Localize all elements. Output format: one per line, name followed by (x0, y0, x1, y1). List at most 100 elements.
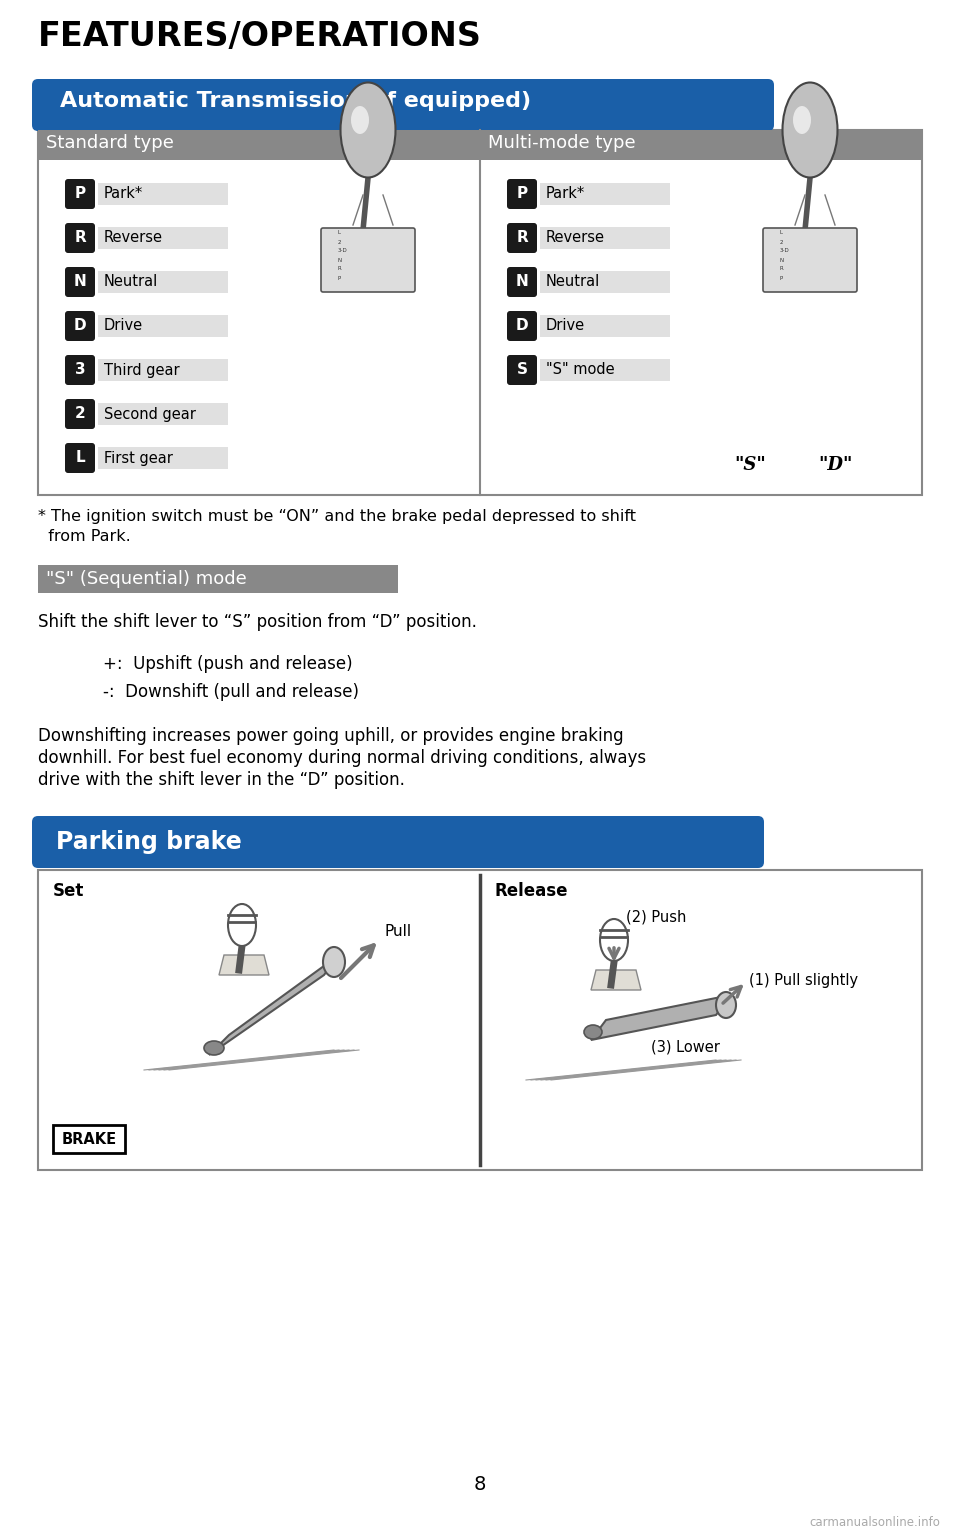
Ellipse shape (228, 905, 256, 946)
Bar (98, 183, 228, 204)
FancyBboxPatch shape (763, 227, 857, 292)
Bar (98, 270, 228, 293)
Bar (540, 183, 670, 204)
Ellipse shape (323, 948, 345, 977)
Bar (38, 131, 480, 160)
Text: Pull: Pull (384, 925, 411, 938)
Text: N: N (780, 258, 784, 263)
Text: drive with the shift lever in the “D” position.: drive with the shift lever in the “D” po… (38, 771, 405, 790)
Text: Third gear: Third gear (104, 362, 180, 378)
Text: Parking brake: Parking brake (56, 829, 242, 854)
Text: Park*: Park* (546, 186, 586, 201)
Text: 3-D: 3-D (780, 249, 790, 253)
Ellipse shape (600, 919, 628, 962)
Ellipse shape (584, 1025, 602, 1038)
FancyBboxPatch shape (65, 310, 95, 341)
Text: Automatic Transmission (if equipped): Automatic Transmission (if equipped) (60, 91, 531, 111)
Text: N: N (516, 275, 528, 289)
Text: 2: 2 (75, 407, 85, 421)
FancyBboxPatch shape (65, 180, 95, 209)
Bar (540, 359, 670, 381)
Text: S: S (516, 362, 527, 378)
Text: R: R (516, 230, 528, 246)
FancyBboxPatch shape (507, 180, 537, 209)
Text: +:  Upshift (push and release): +: Upshift (push and release) (103, 654, 352, 673)
Ellipse shape (782, 83, 837, 178)
Text: Standard type: Standard type (46, 134, 174, 152)
FancyBboxPatch shape (32, 816, 764, 868)
FancyBboxPatch shape (65, 355, 95, 386)
Text: Neutral: Neutral (546, 275, 600, 289)
Text: BRAKE: BRAKE (61, 1132, 116, 1146)
Text: downhill. For best fuel economy during normal driving conditions, always: downhill. For best fuel economy during n… (38, 750, 646, 766)
Ellipse shape (793, 106, 811, 134)
Text: Shift the shift lever to “S” position from “D” position.: Shift the shift lever to “S” position fr… (38, 613, 477, 631)
Polygon shape (209, 955, 339, 1055)
FancyBboxPatch shape (32, 78, 774, 131)
Text: R: R (338, 267, 342, 272)
Polygon shape (591, 971, 641, 991)
FancyBboxPatch shape (507, 223, 537, 253)
Text: carmanualsonline.info: carmanualsonline.info (809, 1516, 940, 1528)
Text: 8: 8 (474, 1475, 486, 1493)
Text: 3-D: 3-D (338, 249, 348, 253)
Text: "D": "D" (818, 456, 852, 475)
Bar (98, 447, 228, 468)
Bar (480, 131, 922, 160)
Bar (540, 270, 670, 293)
Bar (98, 227, 228, 249)
Text: Reverse: Reverse (104, 230, 163, 246)
Text: P: P (75, 186, 85, 201)
Text: Release: Release (495, 882, 568, 900)
Text: D: D (516, 318, 528, 333)
Text: P: P (780, 275, 783, 281)
Text: Set: Set (53, 882, 84, 900)
FancyBboxPatch shape (65, 223, 95, 253)
Text: N: N (74, 275, 86, 289)
Text: "S" (Sequential) mode: "S" (Sequential) mode (46, 570, 247, 588)
Text: 2: 2 (338, 240, 342, 244)
Text: FEATURES/OPERATIONS: FEATURES/OPERATIONS (38, 20, 482, 54)
Text: * The ignition switch must be “ON” and the brake pedal depressed to shift: * The ignition switch must be “ON” and t… (38, 508, 636, 524)
Text: L: L (780, 230, 783, 235)
Text: from Park.: from Park. (38, 528, 131, 544)
Text: N: N (338, 258, 342, 263)
Text: First gear: First gear (104, 450, 173, 465)
Polygon shape (219, 955, 269, 975)
FancyBboxPatch shape (507, 355, 537, 386)
Text: 3: 3 (75, 362, 85, 378)
Text: L: L (75, 450, 84, 465)
Ellipse shape (341, 83, 396, 178)
Text: D: D (74, 318, 86, 333)
Text: Downshifting increases power going uphill, or provides engine braking: Downshifting increases power going uphil… (38, 727, 624, 745)
Text: P: P (516, 186, 528, 201)
Ellipse shape (204, 1041, 224, 1055)
Text: (1) Pull slightly: (1) Pull slightly (749, 972, 858, 988)
Ellipse shape (351, 106, 369, 134)
Bar (53, 1124, 125, 1154)
FancyBboxPatch shape (65, 399, 95, 429)
Text: Reverse: Reverse (546, 230, 605, 246)
Text: L: L (338, 230, 341, 235)
Bar (98, 315, 228, 336)
Text: Second gear: Second gear (104, 407, 196, 421)
Text: (2) Push: (2) Push (626, 909, 686, 925)
Text: Drive: Drive (104, 318, 143, 333)
Text: Park*: Park* (104, 186, 143, 201)
FancyBboxPatch shape (65, 267, 95, 296)
Bar (98, 359, 228, 381)
Text: "S" mode: "S" mode (546, 362, 614, 378)
Text: (3) Lower: (3) Lower (651, 1040, 720, 1055)
Ellipse shape (716, 992, 736, 1018)
FancyBboxPatch shape (507, 310, 537, 341)
FancyBboxPatch shape (321, 227, 415, 292)
Text: 2: 2 (780, 240, 783, 244)
Bar (38, 131, 922, 495)
Text: P: P (338, 275, 341, 281)
Text: R: R (74, 230, 85, 246)
Bar (540, 227, 670, 249)
Text: "S": "S" (734, 456, 766, 475)
FancyBboxPatch shape (65, 442, 95, 473)
Text: Neutral: Neutral (104, 275, 158, 289)
Bar (98, 402, 228, 425)
